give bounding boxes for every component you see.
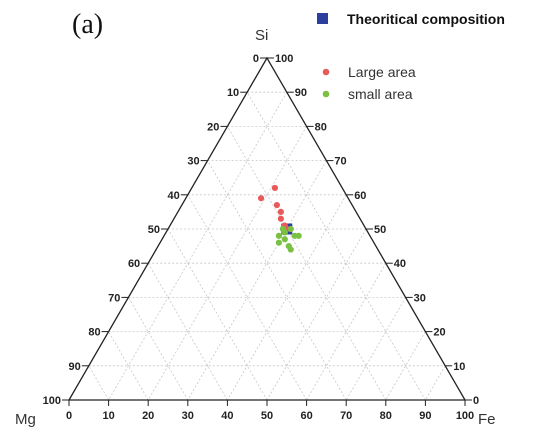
bottom-edge-4-label: 40 <box>221 410 233 422</box>
left-edge-1-label: 10 <box>227 87 239 99</box>
corner-label-mg: Mg <box>15 411 36 428</box>
right-edge-8-label: 20 <box>433 327 445 339</box>
legend-theoretical-marker <box>317 13 328 24</box>
bottom-edge-9-label: 90 <box>419 410 431 422</box>
bottom-edge-8-label: 80 <box>380 410 392 422</box>
legend-theoretical-label: Theoritical composition <box>347 11 505 27</box>
series-1-point-6 <box>271 184 279 192</box>
left-edge-4-label: 40 <box>168 190 180 202</box>
right-edge-9-label: 10 <box>453 361 465 373</box>
series-2-point-5 <box>275 232 282 239</box>
series-1-point-5 <box>257 195 265 202</box>
left-edge-3-label: 30 <box>187 156 199 168</box>
series-2-point-1 <box>285 243 292 250</box>
series-2-point-2 <box>275 239 282 246</box>
corner-label-fe: Fe <box>478 411 496 428</box>
series-1-point-4 <box>273 201 280 209</box>
grid-line-fe-20 <box>108 331 149 401</box>
left-edge-7-label: 70 <box>108 292 120 304</box>
right-edge-3-label: 70 <box>334 156 346 168</box>
panel-label: (a) <box>72 9 103 40</box>
triangle-axes <box>67 56 467 401</box>
right-edge-6-label: 40 <box>394 258 406 270</box>
right-edge-5-label: 50 <box>374 224 386 236</box>
right-edge-2-label: 80 <box>315 121 327 133</box>
grid-layer <box>88 91 446 401</box>
grid-line-fe-90 <box>246 91 426 401</box>
legend-small-area-marker <box>322 90 330 98</box>
series-1-point-3 <box>277 208 284 215</box>
left-edge-0-label: 0 <box>253 53 259 65</box>
left-edge-9-label: 90 <box>69 361 81 373</box>
grid-line-fe-50 <box>167 228 268 401</box>
bottom-edge-1-label: 10 <box>102 410 114 422</box>
grid-line-mg-30 <box>345 297 406 401</box>
right-edge-10-label: 0 <box>473 395 479 407</box>
right-edge-7-label: 30 <box>414 292 426 304</box>
left-edge-10-label: 100 <box>43 395 61 407</box>
bottom-edge-5-label: 50 <box>261 410 273 422</box>
right-edge-1-label: 90 <box>295 87 307 99</box>
bottom-edge-2-label: 20 <box>142 410 154 422</box>
points-layer <box>257 184 302 253</box>
right-edge-0-label: 100 <box>275 53 293 65</box>
series-2-point-6 <box>295 232 302 239</box>
bottom-edge-6-label: 60 <box>300 410 312 422</box>
grid-line-fe-80 <box>227 126 387 401</box>
legend-large-area-label: Large area <box>348 64 416 80</box>
corner-label-si: Si <box>255 27 268 44</box>
legend-small-area-label: small area <box>348 86 413 102</box>
left-edge-6-label: 60 <box>128 258 140 270</box>
left-edge-2-label: 20 <box>207 121 219 133</box>
grid-line-fe-70 <box>207 160 347 401</box>
bottom-edge-7-label: 70 <box>340 410 352 422</box>
grid-line-mg-70 <box>187 160 327 401</box>
grid-line-mg-10 <box>425 365 446 401</box>
bottom-edge-3-label: 30 <box>182 410 194 422</box>
right-edge-4-label: 60 <box>354 190 366 202</box>
left-edge-5-label: 50 <box>148 224 160 236</box>
bottom-edge-10-label: 100 <box>456 410 474 422</box>
grid-line-mg-60 <box>227 194 347 401</box>
grid-line-mg-20 <box>385 331 426 401</box>
bottom-edge-0-label: 0 <box>66 410 72 422</box>
grid-line-fe-60 <box>187 194 307 401</box>
triangle-outline <box>67 56 467 401</box>
grid-line-mg-80 <box>147 126 307 401</box>
series-1-point-2 <box>277 215 284 222</box>
grid-line-fe-30 <box>128 297 189 401</box>
grid-line-fe-10 <box>88 365 109 401</box>
legend-large-area-marker <box>322 68 330 76</box>
left-edge-8-label: 80 <box>88 327 100 339</box>
series-2-point-3 <box>281 236 288 243</box>
series-2-point-8 <box>279 225 286 233</box>
legend: Theoritical composition Large area small… <box>317 11 505 102</box>
series-2-point-9 <box>287 225 294 233</box>
grid-line-mg-90 <box>108 91 288 401</box>
grid-line-mg-50 <box>266 228 367 401</box>
